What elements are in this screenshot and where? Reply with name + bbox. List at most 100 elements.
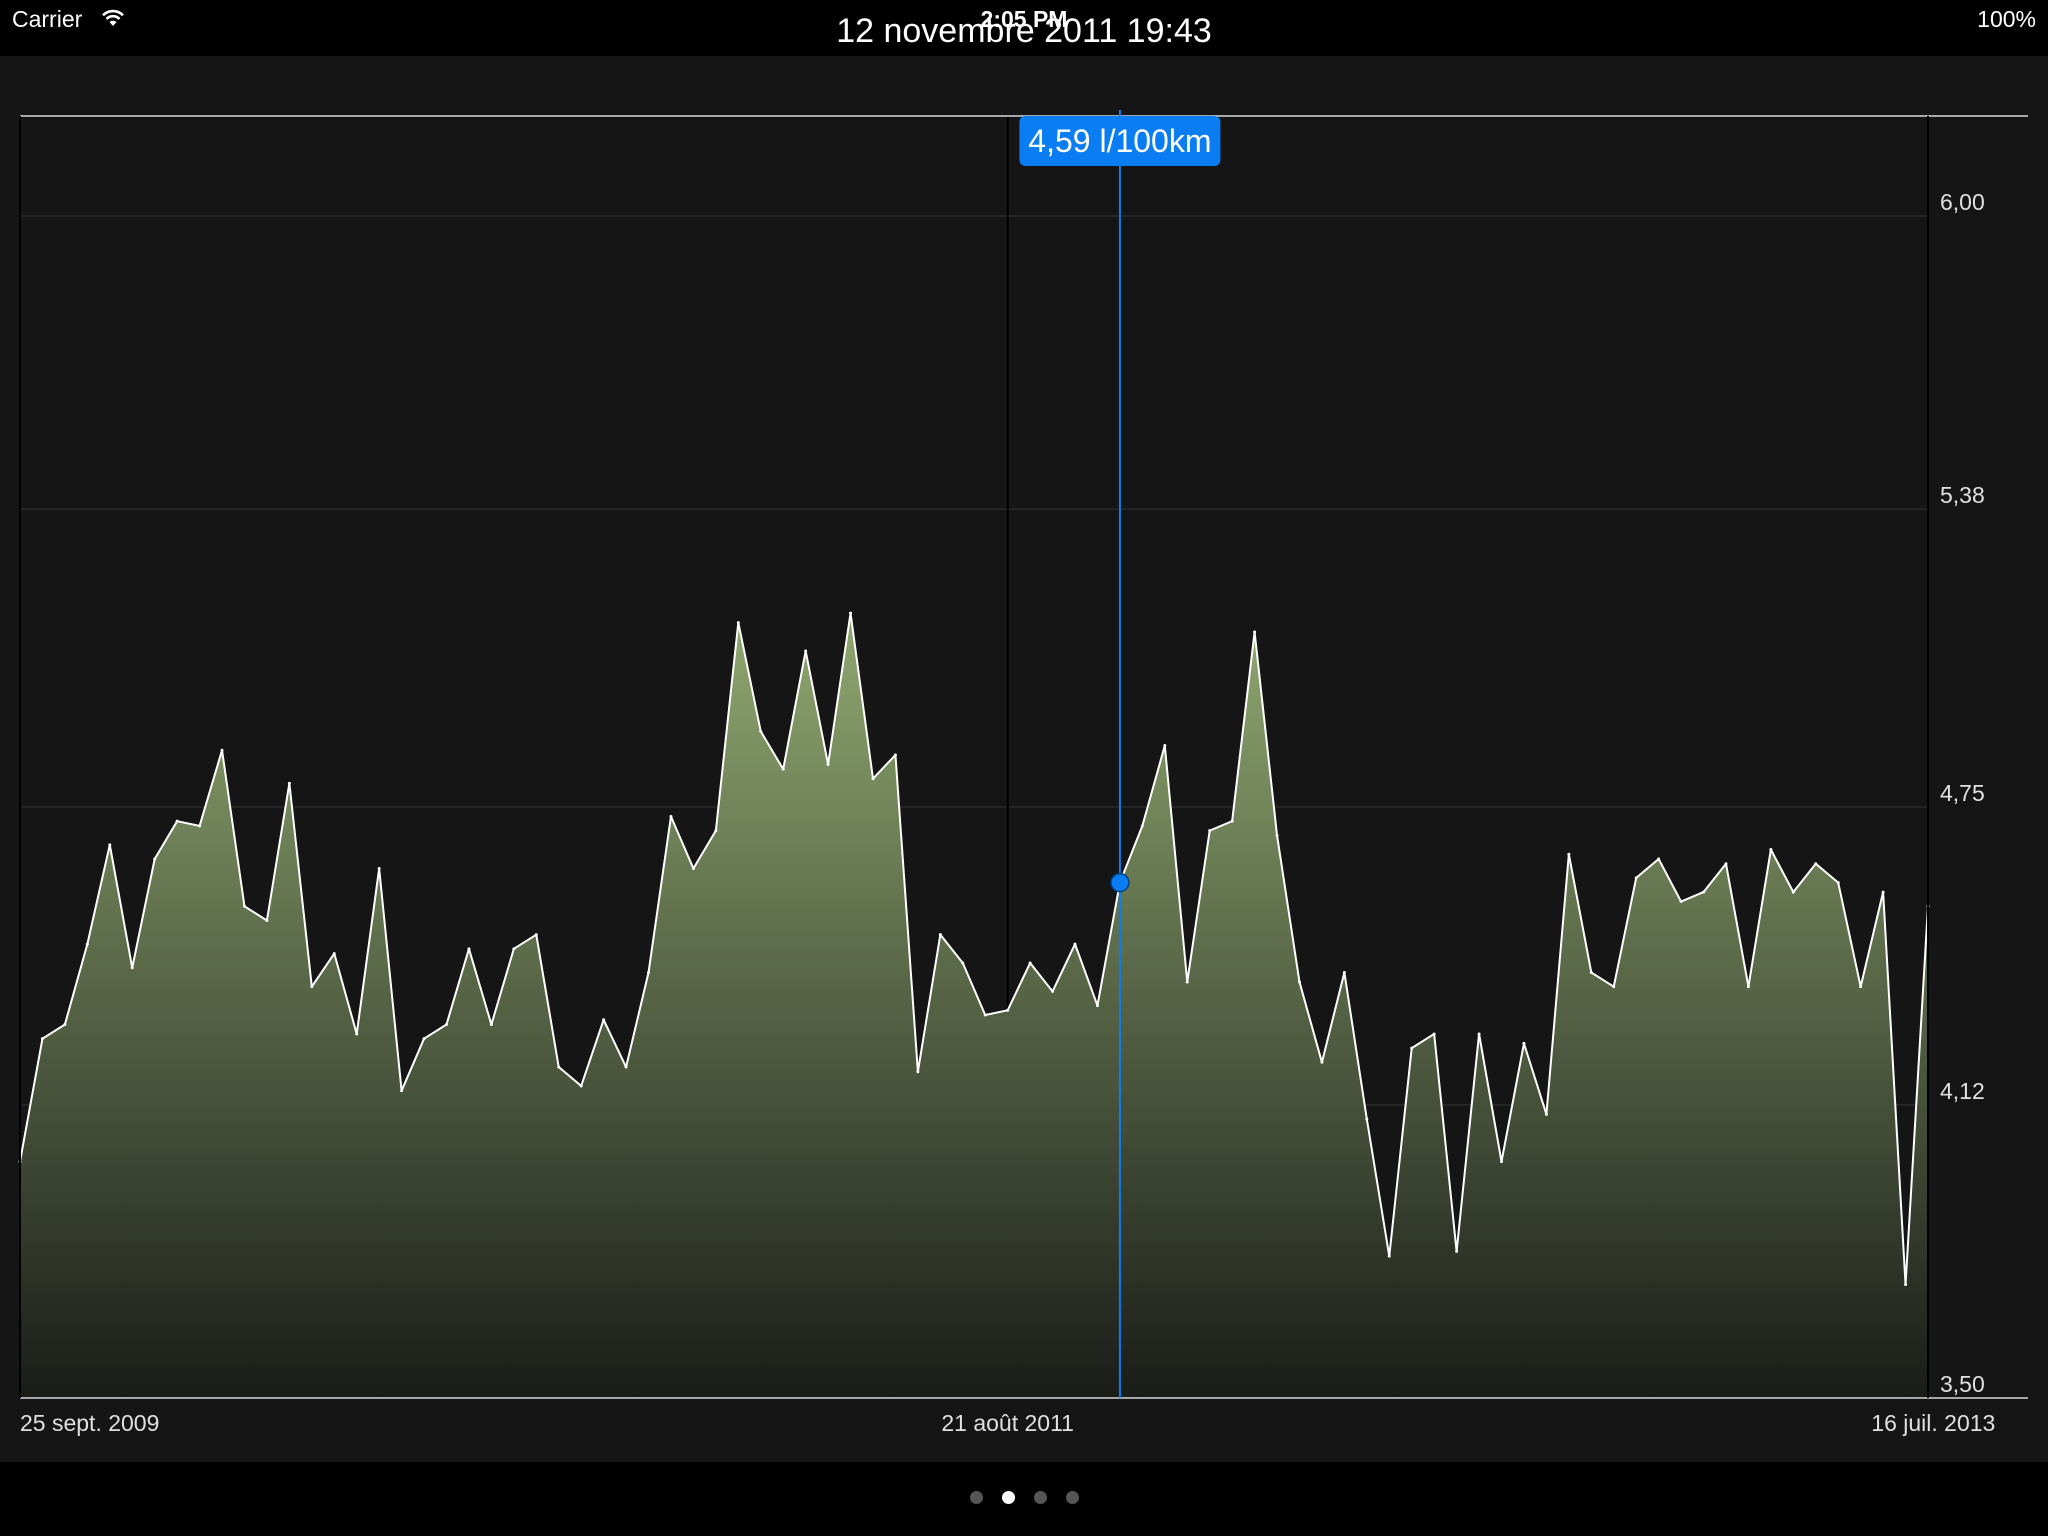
data-point [916, 1070, 920, 1074]
selected-value-badge: 4,59 l/100km [1019, 116, 1221, 166]
data-point [1342, 970, 1346, 974]
data-point [63, 1022, 67, 1026]
data-point [1140, 824, 1144, 828]
data-point [512, 947, 516, 951]
data-point [1477, 1032, 1481, 1036]
status-bar: Carrier 2:05 PM 100% [0, 0, 2048, 42]
data-point [624, 1065, 628, 1069]
data-point [1253, 630, 1257, 634]
data-point [781, 767, 785, 771]
data-point [108, 843, 112, 847]
x-tick-label: 21 août 2011 [941, 1410, 1074, 1436]
selection-marker [1110, 872, 1130, 893]
data-point [1297, 980, 1301, 984]
data-point [1634, 876, 1638, 880]
selected-date-title: 12 novembre 2011 19:43 [836, 12, 1212, 50]
y-tick-label: 4,12 [1940, 1078, 1985, 1104]
data-point [1455, 1249, 1459, 1253]
data-point [198, 824, 202, 828]
data-point [130, 966, 134, 970]
data-point [242, 904, 246, 908]
data-point [893, 753, 897, 757]
consumption-chart[interactable]: 3,50 4,12 4,75 5,38 6,00 25 sept. 2009 21 août… [0, 56, 2048, 1462]
data-point [759, 729, 763, 733]
data-point [1051, 989, 1055, 993]
page-dot[interactable] [1033, 1491, 1047, 1504]
data-point [422, 1037, 426, 1041]
data-point [220, 748, 224, 752]
data-point [1657, 857, 1661, 861]
data-point [1208, 829, 1212, 833]
data-point [1791, 890, 1795, 894]
data-point [602, 1018, 606, 1022]
data-point [40, 1037, 44, 1041]
y-tick-label: 3,50 [1940, 1371, 1985, 1397]
page-dot[interactable] [969, 1491, 983, 1504]
data-point [691, 866, 695, 870]
data-point [1006, 1008, 1010, 1012]
status-time: 2:05 PM [980, 6, 1068, 32]
data-point [1500, 1160, 1504, 1164]
data-point [332, 952, 336, 956]
data-point [265, 918, 269, 922]
data-point [557, 1065, 561, 1069]
data-point [1275, 833, 1279, 837]
data-point [961, 961, 965, 965]
data-point [1073, 942, 1077, 946]
data-point [1679, 900, 1683, 904]
data-point [310, 985, 314, 989]
data-point [1230, 819, 1234, 823]
data-point [938, 933, 942, 937]
data-point [1769, 848, 1773, 852]
data-point [1702, 890, 1706, 894]
y-tick-label: 4,75 [1940, 780, 1985, 806]
page-dot[interactable] [1065, 1491, 1079, 1504]
data-point [1544, 1112, 1548, 1116]
x-tick-label: 16 juil. 2013 [1871, 1410, 1995, 1436]
data-point [1095, 1004, 1099, 1008]
x-tick-label: 25 sept. 2009 [20, 1410, 159, 1436]
data-point [1163, 744, 1167, 748]
data-point [669, 814, 673, 818]
data-point [1522, 1041, 1526, 1045]
data-point [534, 933, 538, 937]
data-point [467, 947, 471, 951]
data-point [736, 621, 740, 625]
battery-label: 100% [1977, 6, 2036, 32]
data-point [1365, 1117, 1369, 1121]
data-point [287, 781, 291, 785]
data-point [1410, 1046, 1414, 1050]
data-point [1589, 970, 1593, 974]
data-point [871, 777, 875, 781]
data-point [153, 857, 157, 861]
page-indicator[interactable] [0, 1491, 2048, 1507]
data-point [1836, 881, 1840, 885]
data-point [1746, 985, 1750, 989]
data-point [377, 866, 381, 870]
data-point [489, 1022, 493, 1026]
data-point [1881, 890, 1885, 894]
data-point [355, 1032, 359, 1036]
data-point [1185, 980, 1189, 984]
wifi-icon [102, 9, 124, 26]
carrier-label: Carrier [12, 6, 83, 32]
data-point [714, 829, 718, 833]
data-point [804, 649, 808, 653]
data-point [1387, 1254, 1391, 1258]
data-point [849, 611, 853, 615]
data-point [1028, 961, 1032, 965]
y-tick-label: 6,00 [1940, 189, 1985, 215]
data-point [1612, 985, 1616, 989]
page-dot[interactable] [1001, 1491, 1015, 1504]
data-point [1432, 1032, 1436, 1036]
data-point [1814, 862, 1818, 866]
data-point [175, 819, 179, 823]
data-point [826, 762, 830, 766]
data-point [579, 1084, 583, 1088]
series-line [19, 612, 1929, 1286]
data-point [983, 1013, 987, 1017]
chart-panel: 3,50 4,12 4,75 5,38 6,00 25 sept. 2009 21 août… [0, 56, 2048, 1462]
data-point [1320, 1060, 1324, 1064]
data-point [647, 970, 651, 974]
data-point [444, 1022, 448, 1026]
